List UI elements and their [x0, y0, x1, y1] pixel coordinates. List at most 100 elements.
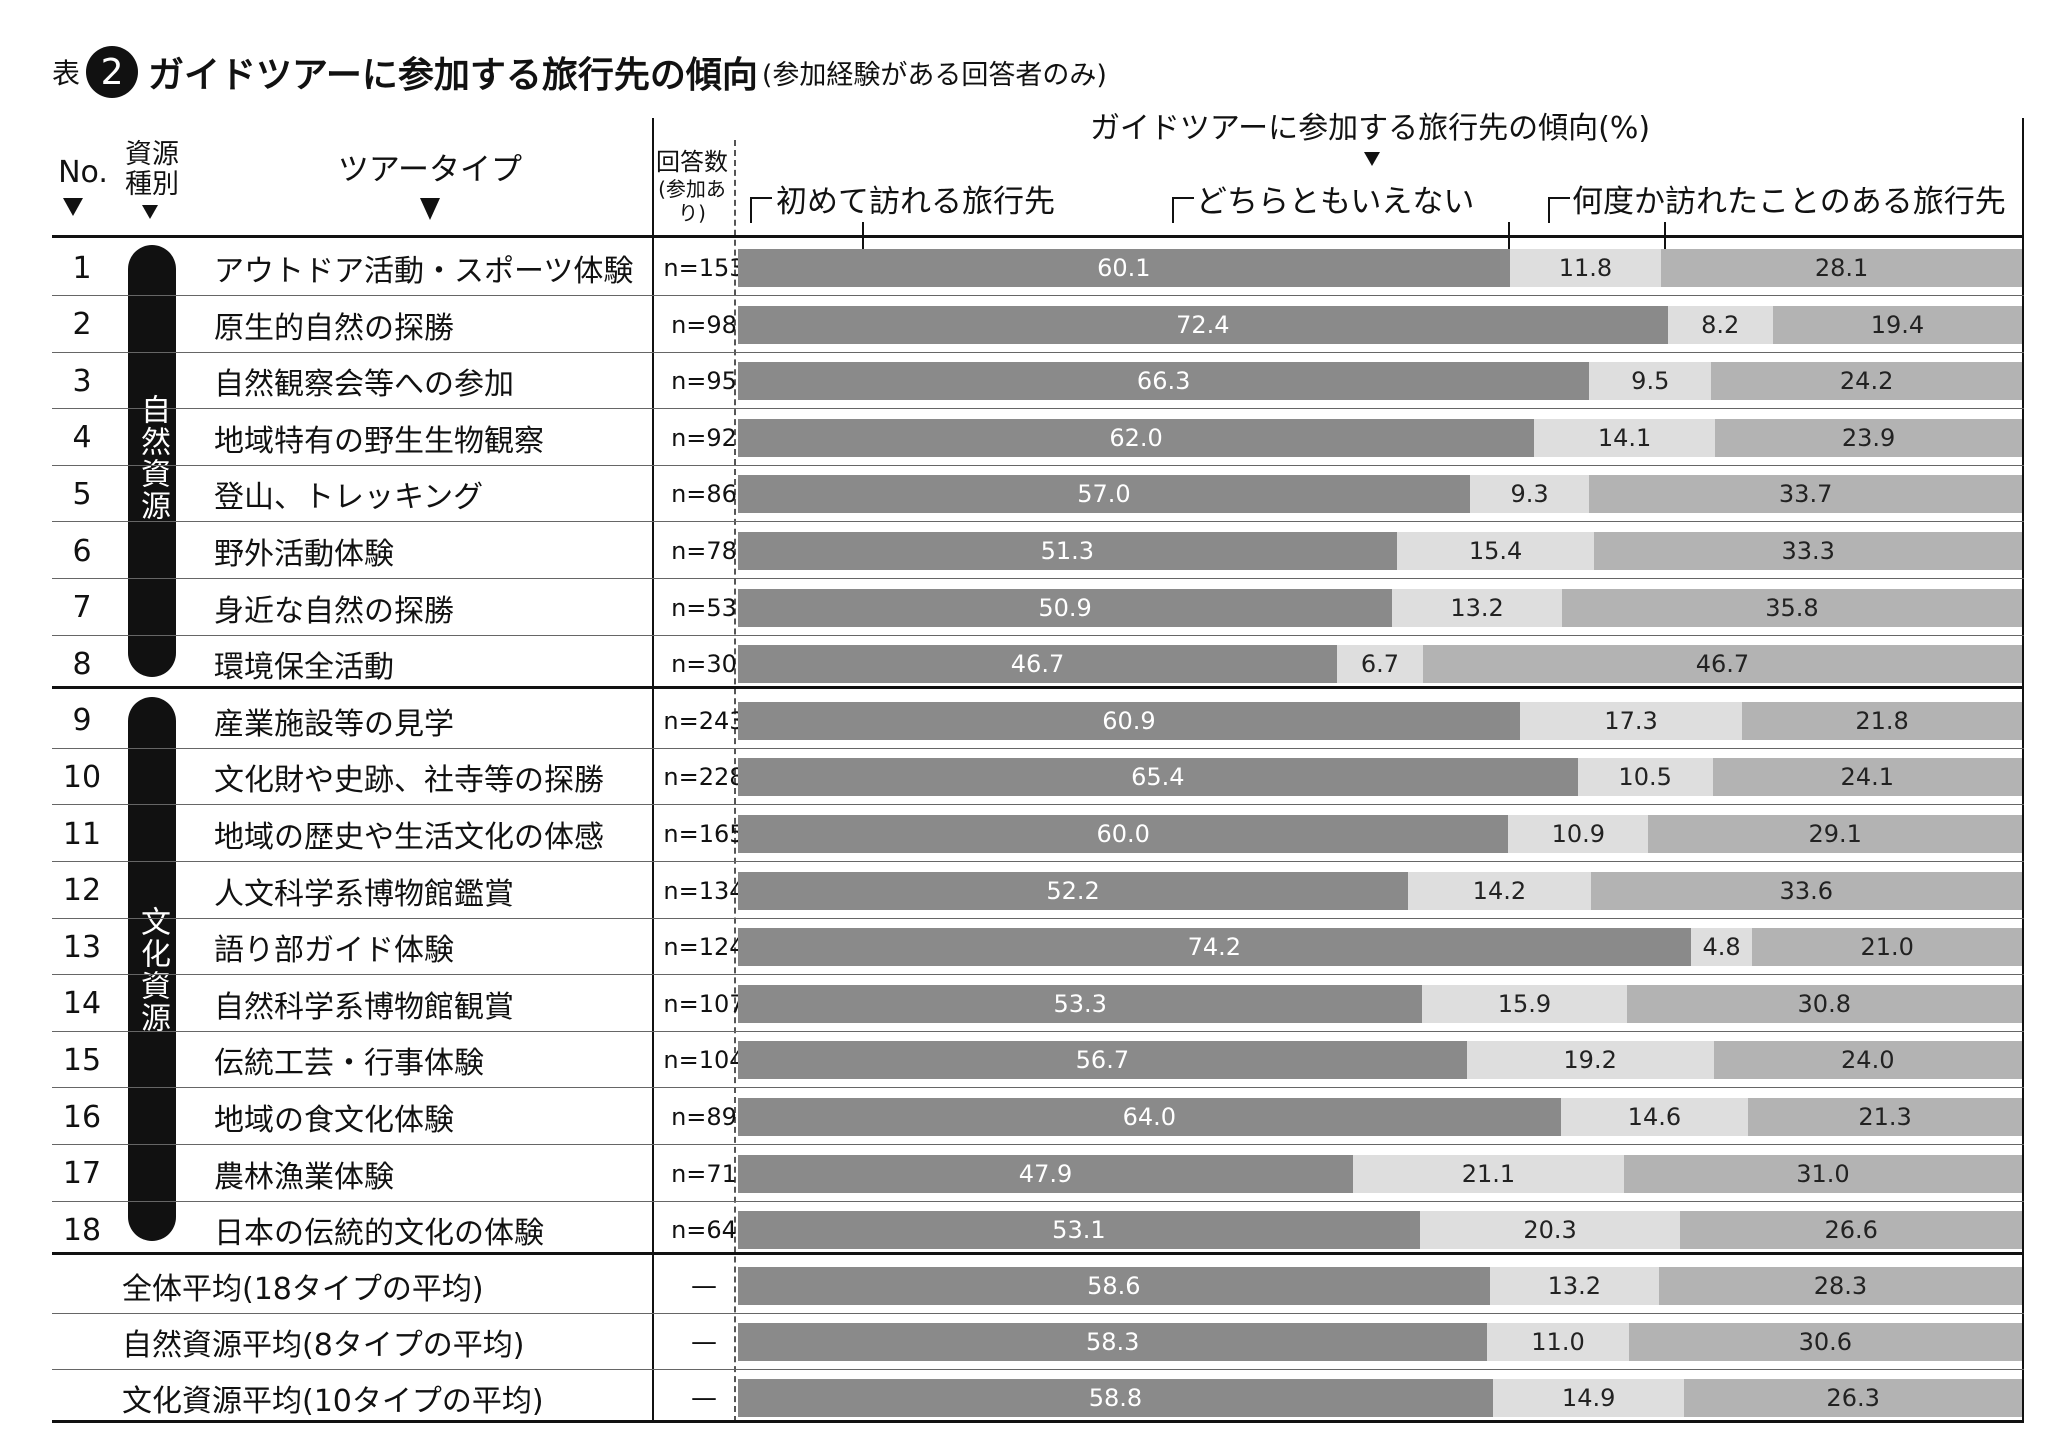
bar-value-label: 46.7	[1010, 650, 1065, 679]
row-separator	[52, 1030, 2024, 1032]
bar-repeat-visit: 26.3	[1684, 1379, 2022, 1417]
bar-repeat-visit: 30.6	[1628, 1323, 2022, 1361]
bar-value-label: 21.0	[1860, 933, 1914, 962]
row-number: 1	[72, 250, 92, 286]
bar-first-visit: 72.4	[738, 305, 1668, 344]
bar-value-label: 58.8	[1088, 1384, 1143, 1412]
bar-value-label: 26.3	[1826, 1384, 1880, 1412]
row-tour-type: 環境保全活動	[214, 650, 394, 686]
table-row: 13 語り部ガイド体験 n=124 74.2 4.8 21.0	[52, 919, 2024, 976]
bar-value-label: 14.6	[1627, 1103, 1682, 1131]
row-separator	[52, 747, 2024, 749]
row-response-count: n=124	[663, 933, 745, 962]
bar-repeat-visit: 46.7	[1422, 645, 2022, 684]
bar-neutral: 9.3	[1469, 475, 1590, 514]
bar-value-label: 21.1	[1461, 1159, 1516, 1188]
bar-value-label: 14.1	[1597, 423, 1652, 452]
row-response-count: n=92	[671, 423, 737, 452]
group-label-nature: 自然資源	[135, 394, 170, 522]
bar-repeat-visit: 33.7	[1589, 475, 2022, 514]
row-response-count: n=98	[671, 310, 737, 339]
row-tour-type: 語り部ガイド体験	[214, 933, 454, 969]
bar-value-label: 24.2	[1839, 367, 1894, 396]
row-number: 18	[62, 1212, 102, 1248]
bar-neutral: 15.4	[1396, 532, 1595, 570]
bar-value-label: 30.6	[1798, 1328, 1853, 1356]
header-resource-arrow-icon	[142, 205, 158, 219]
bar-value-label: 9.5	[1631, 367, 1670, 396]
legend-leader-neutral	[1172, 197, 1194, 223]
bar-value-label: 29.1	[1808, 820, 1862, 848]
bar-neutral: 17.3	[1519, 701, 1743, 740]
row-tour-type: 地域特有の野生生物観察	[214, 423, 544, 459]
row-response-count: n=243	[663, 706, 745, 735]
bar-repeat-visit: 24.2	[1711, 362, 2022, 401]
table-row: 4 地域特有の野生生物観察 n=92 62.0 14.1 23.9	[52, 410, 2024, 466]
bar-value-label: 56.7	[1075, 1046, 1130, 1075]
bar-first-visit: 65.4	[738, 758, 1578, 797]
bar-value-label: 33.3	[1781, 537, 1835, 565]
bar-value-label: 28.3	[1813, 1272, 1868, 1300]
row-tour-type: 原生的自然の探勝	[214, 310, 454, 346]
row-number: 15	[62, 1042, 102, 1078]
table-row: 14 自然科学系博物館観賞 n=107 53.3 15.9 30.8	[52, 976, 2024, 1032]
legend-pointer-neutral	[1508, 222, 1510, 264]
bar-value-label: 24.0	[1841, 1046, 1895, 1075]
row-separator	[52, 634, 2024, 636]
row-tour-type: 地域の食文化体験	[214, 1103, 454, 1138]
bar-repeat-visit: 21.0	[1752, 928, 2022, 967]
bar-first-visit: 60.1	[738, 249, 1510, 287]
group-label-culture: 文化資源	[135, 906, 170, 1034]
row-separator	[52, 464, 2024, 466]
table-row: 3 自然観察会等への参加 n=95 66.3 9.5 24.2	[52, 353, 2024, 410]
row-response-count: —	[691, 1327, 717, 1357]
bar-value-label: 30.8	[1797, 989, 1851, 1018]
bar-value-label: 50.9	[1038, 593, 1092, 622]
bar-repeat-visit: 24.0	[1713, 1041, 2022, 1080]
bar-value-label: 58.3	[1085, 1328, 1140, 1356]
chart-title: ガイドツアーに参加する旅行先の傾向(%)	[1089, 111, 1651, 146]
bar-value-label: 28.1	[1814, 254, 1869, 282]
bar-value-label: 23.9	[1841, 423, 1896, 452]
bar-value-label: 19.2	[1563, 1046, 1617, 1075]
header-resource-line1: 資源	[125, 139, 179, 170]
bar-repeat-visit: 28.3	[1658, 1267, 2022, 1305]
bar-first-visit: 53.3	[738, 984, 1423, 1023]
bar-value-label: 66.3	[1136, 367, 1191, 396]
bar-value-label: 53.1	[1052, 1216, 1106, 1245]
bar-repeat-visit: 26.6	[1680, 1211, 2022, 1250]
bar-neutral: 4.8	[1690, 928, 1753, 967]
row-separator	[52, 917, 2024, 919]
row-number: 5	[72, 476, 92, 512]
table-row: 9 産業施設等の見学 n=243 60.9 17.3 21.8	[52, 693, 2024, 749]
header-tour-type: ツアータイプ	[337, 152, 523, 188]
header-n-line1: 回答数	[656, 148, 728, 176]
bar-value-label: 57.0	[1077, 480, 1131, 509]
row-tour-type: 自然科学系博物館観賞	[214, 989, 514, 1025]
bar-value-label: 58.6	[1087, 1272, 1141, 1300]
bar-first-visit: 57.0	[738, 475, 1470, 514]
row-tour-type: 野外活動体験	[214, 537, 394, 572]
row-separator	[52, 521, 2024, 523]
bar-value-label: 47.9	[1018, 1159, 1073, 1188]
row-average-label: 全体平均(18タイプの平均)	[122, 1272, 484, 1307]
row-response-count: n=107	[663, 989, 745, 1018]
row-number: 4	[72, 420, 92, 456]
bar-value-label: 31.0	[1796, 1159, 1850, 1188]
bar-value-label: 20.3	[1523, 1216, 1577, 1245]
row-tour-type: 人文科学系博物館鑑賞	[214, 876, 514, 912]
header-tour-type-arrow-icon	[420, 198, 440, 220]
legend-neutral: どちらともいえない	[1196, 184, 1475, 220]
row-separator	[52, 1144, 2024, 1145]
row-number: 13	[62, 929, 102, 965]
header-n-line2: (参加あり)	[658, 177, 726, 225]
bar-value-label: 35.8	[1765, 593, 1819, 622]
average-row: 自然資源平均(8タイプの平均) — 58.3 11.0 30.6	[52, 1314, 2024, 1370]
bar-repeat-visit: 29.1	[1648, 815, 2022, 853]
row-number: 6	[72, 533, 92, 569]
title-prefix: 表	[52, 57, 81, 90]
row-number: 11	[62, 816, 102, 852]
bar-repeat-visit: 35.8	[1561, 588, 2022, 627]
bar-repeat-visit: 23.9	[1715, 418, 2022, 457]
row-response-count: n=30	[671, 650, 737, 679]
